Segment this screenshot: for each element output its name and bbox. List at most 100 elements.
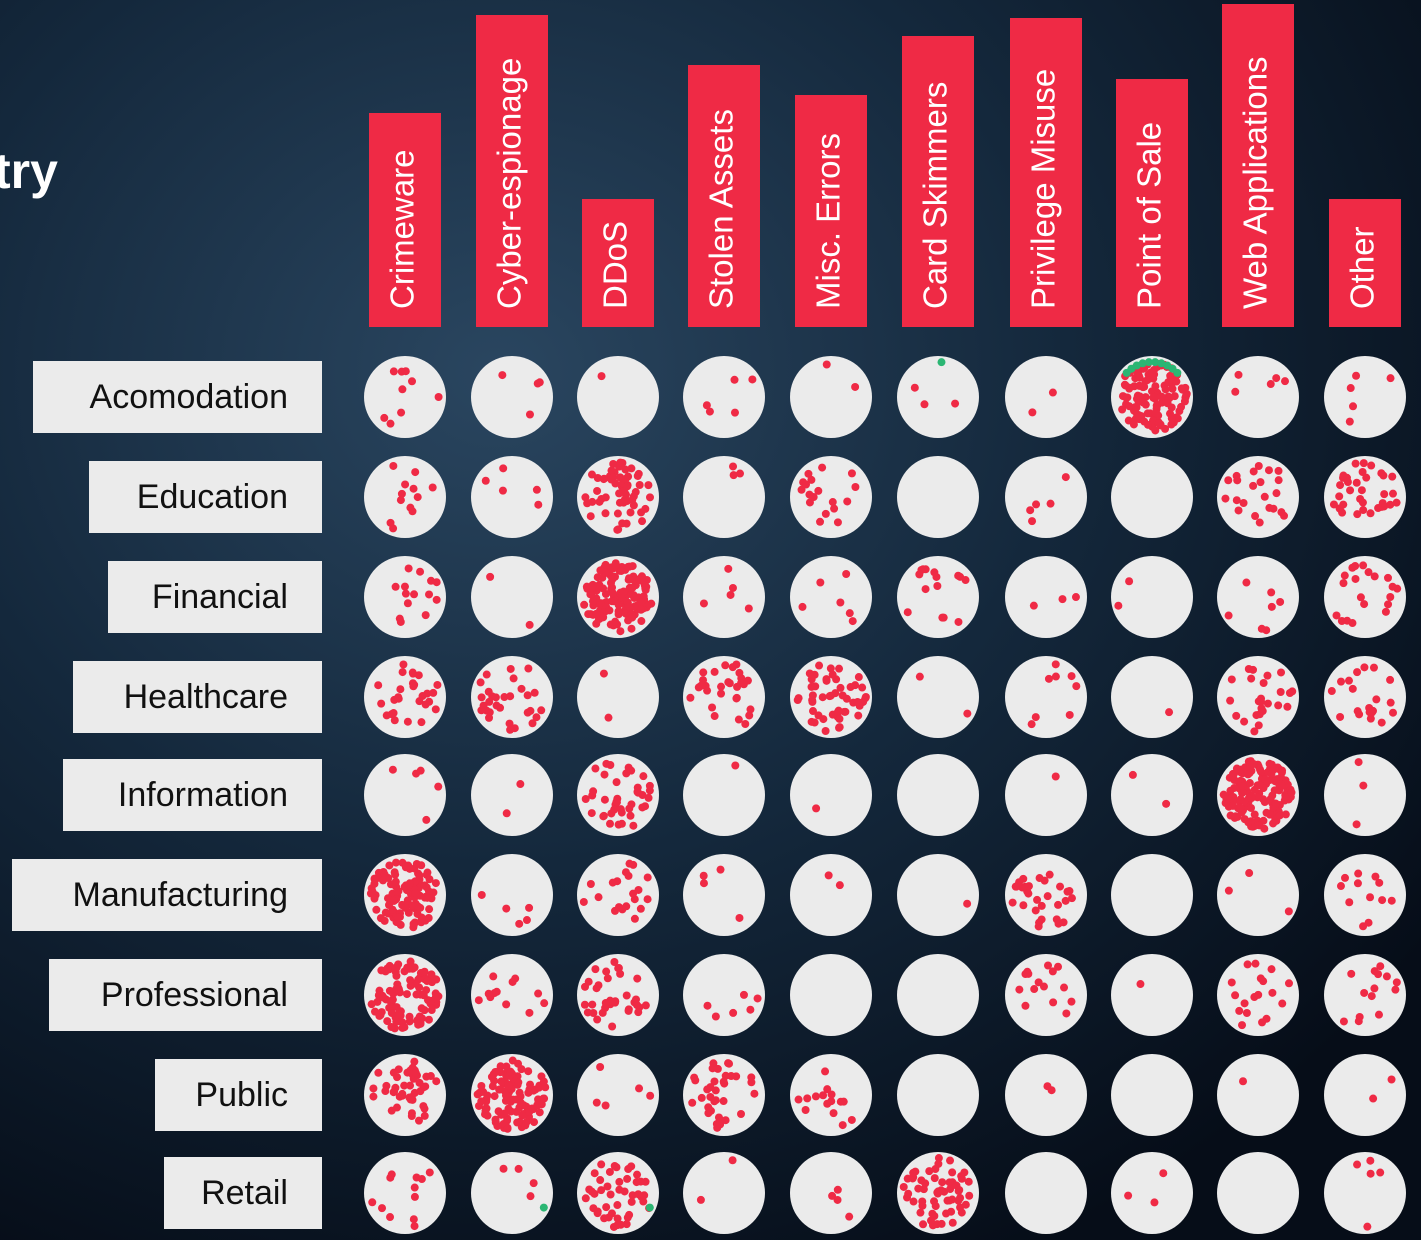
dot	[392, 1018, 400, 1026]
dot	[1336, 713, 1344, 721]
dot	[1249, 482, 1257, 490]
dot	[614, 510, 622, 518]
dot	[475, 996, 483, 1004]
dot	[585, 978, 593, 986]
cell	[1111, 1152, 1193, 1234]
dot	[794, 696, 802, 704]
dot	[406, 1013, 414, 1021]
dot	[1021, 1002, 1029, 1010]
dot	[1237, 795, 1245, 803]
dot	[1140, 383, 1148, 391]
dot	[411, 1184, 419, 1192]
dot	[637, 606, 645, 614]
dot	[714, 1065, 722, 1073]
dot	[492, 693, 500, 701]
dot	[1388, 1076, 1396, 1084]
dot	[540, 999, 548, 1007]
dot	[1062, 1009, 1070, 1017]
cell	[471, 556, 553, 638]
dot	[1249, 666, 1257, 674]
dot	[378, 1204, 386, 1212]
cell	[577, 854, 659, 936]
dot	[823, 677, 831, 685]
dot	[639, 791, 647, 799]
dot	[911, 1168, 919, 1176]
dot	[1274, 701, 1282, 709]
dot	[405, 564, 413, 572]
dot	[1263, 672, 1271, 680]
dot	[404, 599, 412, 607]
dot	[822, 510, 830, 518]
dot	[602, 968, 610, 976]
dot	[477, 1082, 485, 1090]
dot	[645, 600, 653, 608]
secondary-dot-group	[937, 358, 945, 366]
dot	[399, 661, 407, 669]
dot	[410, 1215, 418, 1223]
dot	[418, 913, 426, 921]
dot	[633, 1171, 641, 1179]
dot	[1224, 476, 1232, 484]
dot	[1261, 493, 1269, 501]
dot	[1044, 962, 1052, 970]
dot	[1159, 1169, 1167, 1177]
dot	[729, 663, 737, 671]
dot	[835, 715, 843, 723]
dot	[608, 1209, 616, 1217]
dot	[1058, 595, 1066, 603]
dot	[526, 410, 534, 418]
dot	[1123, 393, 1131, 401]
dot	[1125, 577, 1133, 585]
dot	[407, 982, 415, 990]
dot	[369, 1093, 377, 1101]
dot	[1266, 760, 1274, 768]
dot	[948, 1196, 956, 1204]
dot	[1028, 517, 1036, 525]
cell	[1324, 754, 1406, 836]
dot	[1261, 775, 1269, 783]
dot	[808, 683, 816, 691]
dot	[407, 1096, 415, 1104]
dot	[591, 765, 599, 773]
dot	[381, 871, 389, 879]
dot	[1048, 1086, 1056, 1094]
dot	[413, 860, 421, 868]
dot	[484, 1112, 492, 1120]
dot	[629, 890, 637, 898]
dot	[1389, 583, 1397, 591]
dot	[580, 601, 588, 609]
dot	[598, 372, 606, 380]
cell	[471, 754, 553, 836]
cell	[1005, 1152, 1087, 1234]
dot	[1222, 795, 1230, 803]
dot	[615, 964, 623, 972]
dot	[900, 1183, 908, 1191]
dot	[919, 565, 927, 573]
dot	[600, 771, 608, 779]
dot	[587, 591, 595, 599]
dot	[686, 694, 694, 702]
dot	[816, 518, 824, 526]
dot	[1354, 707, 1362, 715]
dot	[933, 582, 941, 590]
dot	[1349, 402, 1357, 410]
dot	[389, 766, 397, 774]
dot	[601, 509, 609, 517]
dot	[953, 1182, 961, 1190]
dot	[611, 618, 619, 626]
dot	[1277, 668, 1285, 676]
dot	[1035, 978, 1043, 986]
dot	[601, 1004, 609, 1012]
dot	[1278, 1000, 1286, 1008]
dot	[1121, 381, 1129, 389]
dot-group	[812, 804, 820, 812]
dot	[391, 868, 399, 876]
dot	[425, 905, 433, 913]
dot	[933, 1188, 941, 1196]
dot	[938, 614, 946, 622]
dot	[726, 679, 734, 687]
dot	[1352, 372, 1360, 380]
dot	[1164, 399, 1172, 407]
dot	[1049, 998, 1057, 1006]
dot	[1054, 901, 1062, 909]
